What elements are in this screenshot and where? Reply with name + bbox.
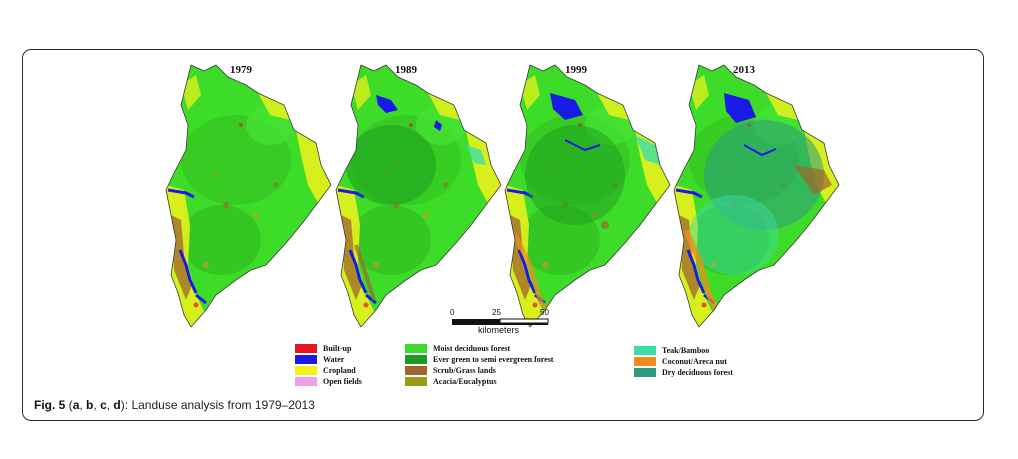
scale-tick-25: 25 bbox=[492, 308, 501, 317]
caption-text: Landuse analysis from 1979–2013 bbox=[128, 398, 315, 412]
map-title-2013: 2013 bbox=[733, 64, 755, 76]
legend-swatch bbox=[405, 365, 427, 375]
map-title-1979: 1979 bbox=[230, 64, 252, 76]
legend-item: Teak/Bamboo bbox=[634, 345, 733, 355]
map-title-1989: 1989 bbox=[395, 64, 417, 76]
legend-item: Water bbox=[295, 354, 362, 364]
legend-label: Scrub/Grass lands bbox=[433, 365, 496, 375]
legend-swatch bbox=[634, 345, 656, 355]
legend-swatch bbox=[634, 356, 656, 366]
caption-sep-1: , bbox=[79, 398, 87, 412]
scale-tick-0: 0 bbox=[450, 308, 455, 317]
legend-swatch bbox=[634, 367, 656, 377]
legend-label: Water bbox=[323, 354, 345, 364]
legend-label: Built-up bbox=[323, 343, 352, 353]
scale-unit-label: kilometers bbox=[478, 325, 520, 335]
legend-column-3: Teak/Bamboo Coconut/Areca nut Dry decidu… bbox=[634, 345, 733, 378]
caption-panel-c: c bbox=[100, 398, 107, 412]
legend-label: Moist deciduous forest bbox=[433, 343, 511, 353]
legend-item: Dry deciduous forest bbox=[634, 367, 733, 377]
map-1979 bbox=[165, 64, 332, 328]
legend-swatch bbox=[405, 376, 427, 386]
map-title-1999: 1999 bbox=[565, 64, 587, 76]
map-1999 bbox=[504, 64, 671, 328]
legend-item: Cropland bbox=[295, 365, 362, 375]
legend-label: Coconut/Areca nut bbox=[662, 356, 727, 366]
caption-sep-3: , bbox=[106, 398, 114, 412]
legend-label: Open fields bbox=[323, 376, 362, 386]
legend-swatch bbox=[295, 376, 317, 386]
legend-swatch bbox=[405, 354, 427, 364]
legend-label: Ever green to semi evergreen forest bbox=[433, 354, 554, 364]
map-1989 bbox=[335, 64, 502, 328]
scale-bar-graphic bbox=[452, 318, 549, 325]
legend-item: Ever green to semi evergreen forest bbox=[405, 354, 553, 364]
figure-caption: Fig. 5 (a, b, c, d): Landuse analysis fr… bbox=[34, 398, 315, 412]
map-2013 bbox=[673, 64, 840, 328]
legend-column-1: Built-up Water Cropland Open fields bbox=[295, 343, 362, 387]
legend-swatch bbox=[405, 343, 427, 353]
legend-swatch bbox=[295, 365, 317, 375]
legend-label: Teak/Bamboo bbox=[662, 345, 710, 355]
legend-label: Acacia/Eucalyptus bbox=[433, 376, 497, 386]
legend-swatch bbox=[295, 343, 317, 353]
caption-panel-b: b bbox=[86, 398, 94, 412]
legend-item: Acacia/Eucalyptus bbox=[405, 376, 553, 386]
caption-fig-label: Fig. 5 bbox=[34, 398, 66, 412]
caption-panel-a: a bbox=[72, 398, 80, 412]
legend-item: Scrub/Grass lands bbox=[405, 365, 553, 375]
caption-open: ( bbox=[65, 398, 73, 412]
caption-panel-d: d bbox=[113, 398, 121, 412]
legend-item: Coconut/Areca nut bbox=[634, 356, 733, 366]
legend-label: Dry deciduous forest bbox=[662, 367, 733, 377]
legend-label: Cropland bbox=[323, 365, 356, 375]
legend-item: Open fields bbox=[295, 376, 362, 386]
legend-swatch bbox=[295, 354, 317, 364]
caption-close: ): bbox=[120, 398, 129, 412]
legend-column-2: Moist deciduous forest Ever green to sem… bbox=[405, 343, 553, 387]
legend-item: Built-up bbox=[295, 343, 362, 353]
scale-tick-50: 50 bbox=[540, 308, 549, 317]
caption-sep-2: , bbox=[93, 398, 101, 412]
legend-item: Moist deciduous forest bbox=[405, 343, 553, 353]
